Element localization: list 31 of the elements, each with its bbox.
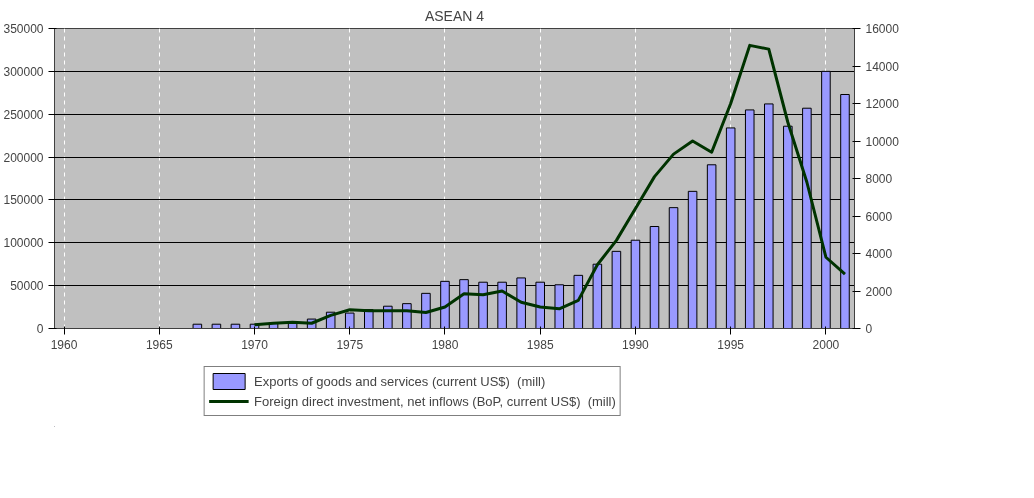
y-tick-label: 50000 [10, 279, 44, 294]
x-tick-label: 1975 [336, 337, 364, 352]
y2-tick-label: 8000 [865, 172, 893, 186]
y2-tick-label: 0 [865, 322, 873, 336]
x-tick-label: 1960 [50, 337, 78, 352]
y-tick-label: 350000 [3, 22, 44, 36]
y-tick-label: 200000 [3, 150, 44, 165]
legend-label: Exports of goods and services (current US$) (mill) [254, 373, 546, 389]
x-tick-label: 1970 [241, 337, 269, 352]
y-tick-label: 250000 [3, 107, 44, 122]
x-tick-label: 1985 [526, 337, 554, 352]
y-tick-label: 150000 [3, 193, 44, 208]
legend-label: Foreign direct investment, net inflows (BoP, current US$) (mill) [254, 393, 616, 409]
y2-tick-label: 6000 [865, 209, 893, 224]
x-tick-label: 2000 [812, 337, 840, 352]
bar [421, 292, 431, 329]
y2-tick-label: 10000 [865, 134, 900, 149]
x-tick-label: 1995 [717, 337, 745, 352]
line-series [253, 43, 847, 327]
y-tick-label: 0 [36, 322, 44, 336]
y2-tick-label: 2000 [865, 284, 893, 299]
x-tick-label: 1980 [431, 337, 459, 352]
y-tick-label: 100000 [3, 236, 44, 251]
x-tick-label: 1990 [622, 337, 650, 352]
x-tick-label: 1965 [145, 337, 173, 352]
y-tick-label: 300000 [3, 64, 44, 79]
y2-tick-label: 4000 [865, 247, 893, 261]
y2-tick-label: 14000 [865, 59, 900, 74]
chart-title: ASEAN 4 [424, 7, 485, 24]
y2-tick-label: 16000 [865, 22, 900, 36]
y2-tick-label: 12000 [865, 97, 900, 111]
